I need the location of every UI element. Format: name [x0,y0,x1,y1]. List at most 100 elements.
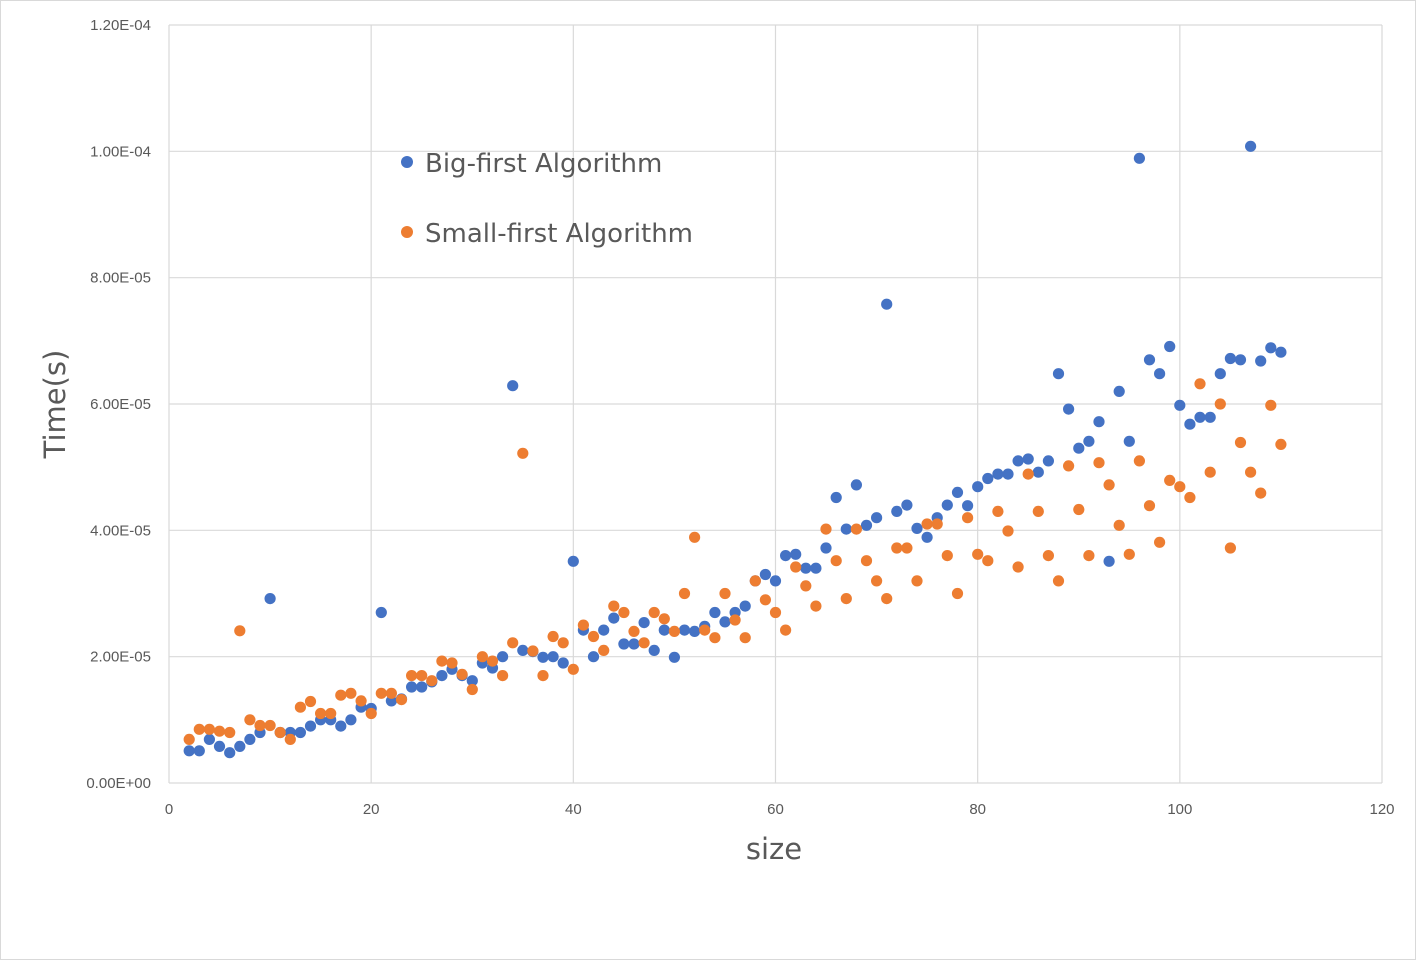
data-point [648,644,660,657]
data-point [850,479,863,491]
series-big-first [183,140,1287,759]
data-point [1174,481,1186,493]
data-point [1032,466,1044,478]
data-point [941,499,953,511]
data-point [628,625,640,638]
x-tick-label: 0 [165,801,173,818]
data-point [315,707,327,720]
data-point [1275,438,1287,450]
data-point [213,725,226,737]
data-point [587,651,600,663]
data-point [921,518,933,530]
data-point [284,733,296,746]
data-point [1042,455,1054,467]
data-point [891,542,903,554]
data-point [1022,468,1034,480]
data-point [234,625,246,637]
data-point [406,670,418,682]
data-point [234,740,246,753]
data-point [1224,542,1236,554]
data-point [1154,536,1166,548]
data-point [1214,368,1226,380]
data-point [729,614,741,626]
data-point [1143,354,1156,366]
data-point [911,575,923,587]
data-point [1184,491,1196,504]
data-point [426,675,438,687]
data-point [709,606,721,619]
data-point [1194,411,1206,423]
data-point [860,519,873,531]
data-point [224,726,236,739]
data-point [982,555,994,567]
data-point [598,624,610,636]
data-point [527,645,539,657]
data-point [244,733,256,746]
data-point [1245,466,1257,478]
data-point [213,740,226,753]
x-tick-label: 100 [1167,801,1192,818]
data-point [1012,455,1024,467]
x-tick-label: 20 [363,801,380,818]
x-tick-label: 60 [767,801,784,818]
data-point [1245,140,1257,152]
y-tick-label: 6.00E-05 [90,396,151,413]
data-point [365,707,377,720]
legend-marker-small-first [401,226,413,238]
y-tick-label: 4.00E-05 [90,522,151,539]
data-point [1083,550,1095,562]
legend-label-small-first: Small-first Algorithm [425,219,693,249]
data-point [203,733,215,746]
data-point [1184,418,1196,430]
data-point [304,695,317,708]
data-point [1123,548,1135,560]
data-point [183,733,195,746]
x-tick-label: 120 [1369,801,1394,818]
data-point [507,380,519,392]
data-point [618,638,630,650]
data-point [466,675,478,687]
data-point [244,714,256,726]
data-point [567,663,579,675]
data-point [790,561,802,573]
data-point [395,694,408,706]
gridlines [168,24,1383,784]
data-point [1154,368,1166,380]
data-point [577,619,590,631]
data-point [375,687,387,699]
data-point [1204,411,1216,423]
data-point [840,523,852,535]
data-point [931,518,943,530]
series-small-first [183,378,1287,746]
data-point [1022,453,1034,465]
data-point [749,575,761,587]
data-point [1042,550,1054,562]
legend-marker-big-first [401,156,413,168]
data-point [840,593,852,605]
data-point [668,651,681,663]
data-point [385,687,397,699]
data-point [901,499,913,511]
data-point [709,632,721,644]
data-point [830,491,842,504]
data-point [830,555,842,567]
data-point [739,600,751,612]
data-point [1275,346,1287,358]
data-point [193,745,205,757]
data-point [1164,474,1176,486]
data-point [476,651,488,663]
data-point [486,655,499,667]
data-point [810,562,822,574]
x-axis-ticks: 0 20 40 60 80 100 120 [165,801,1395,818]
data-point [608,612,620,624]
data-point [678,587,691,600]
data-point [294,701,306,713]
x-tick-label: 80 [969,801,986,818]
data-point [972,548,984,560]
data-point [769,606,782,619]
data-point [1133,152,1145,164]
data-point [587,630,600,643]
data-point [1052,368,1065,380]
data-point [1073,503,1085,516]
data-point [1255,355,1267,367]
